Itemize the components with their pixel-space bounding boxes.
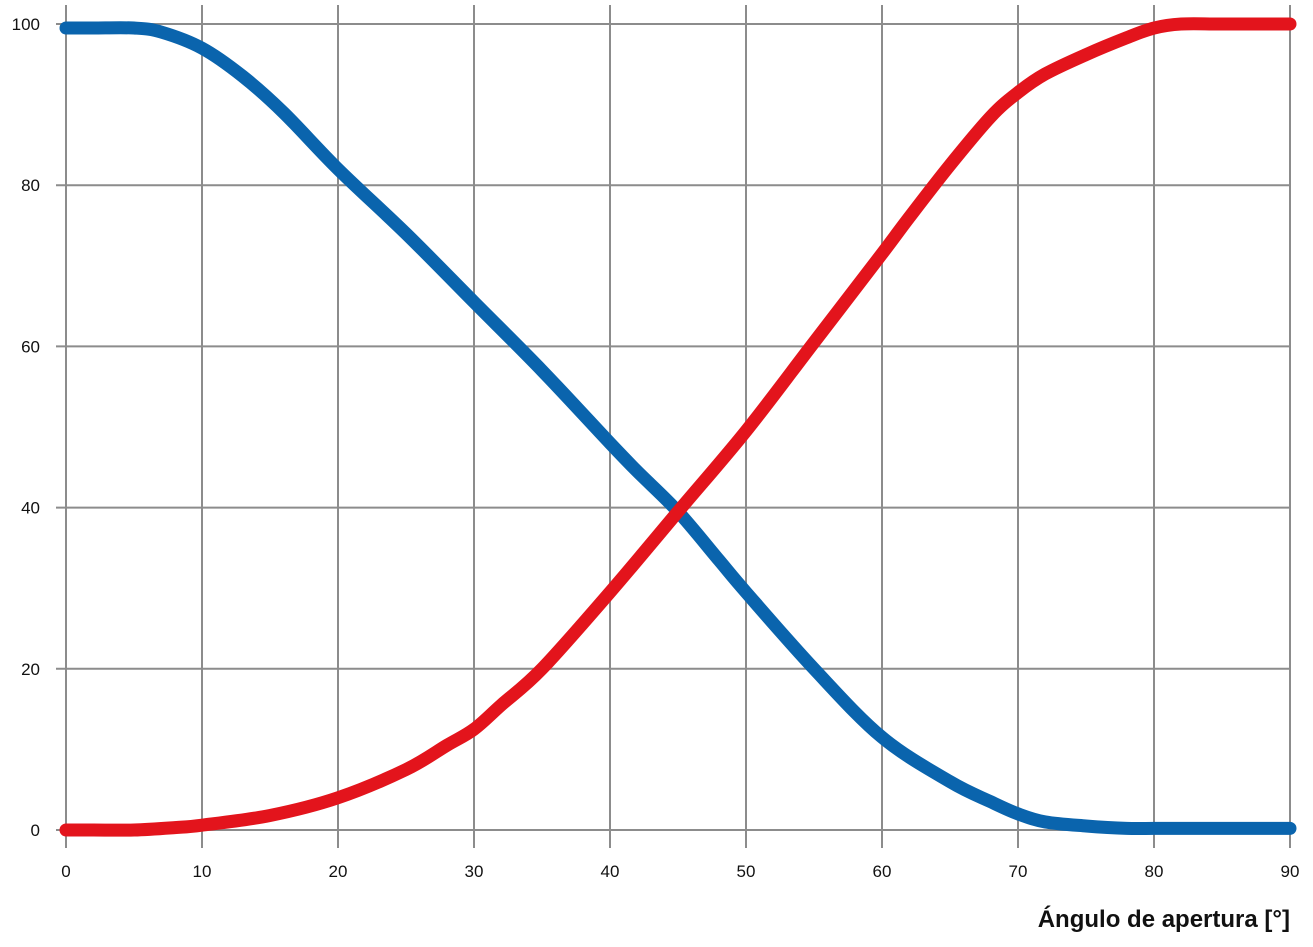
x-axis-ticks: 0 10 20 30 40 50 60 70 80 90 bbox=[61, 862, 1299, 881]
x-tick-label: 90 bbox=[1281, 862, 1300, 881]
x-tick-label: 10 bbox=[193, 862, 212, 881]
y-tick-label: 20 bbox=[21, 660, 40, 679]
y-axis-ticks: 0 20 40 60 80 100 bbox=[12, 15, 40, 840]
x-tick-label: 70 bbox=[1009, 862, 1028, 881]
x-tick-label: 80 bbox=[1145, 862, 1164, 881]
grid bbox=[56, 5, 1291, 848]
series-line-red bbox=[59, 17, 1297, 837]
x-tick-label: 0 bbox=[61, 862, 70, 881]
y-tick-label: 80 bbox=[21, 176, 40, 195]
x-tick-label: 60 bbox=[873, 862, 892, 881]
x-tick-label: 40 bbox=[601, 862, 620, 881]
y-tick-label: 40 bbox=[21, 499, 40, 518]
series-line-blue bbox=[59, 21, 1297, 836]
x-tick-label: 20 bbox=[329, 862, 348, 881]
x-axis-label: Ángulo de apertura [°] bbox=[1038, 905, 1290, 933]
y-tick-label: 0 bbox=[31, 821, 40, 840]
series-layer bbox=[59, 17, 1297, 837]
x-tick-label: 30 bbox=[465, 862, 484, 881]
y-tick-label: 100 bbox=[12, 15, 40, 34]
x-tick-label: 50 bbox=[737, 862, 756, 881]
y-tick-label: 60 bbox=[21, 337, 40, 356]
